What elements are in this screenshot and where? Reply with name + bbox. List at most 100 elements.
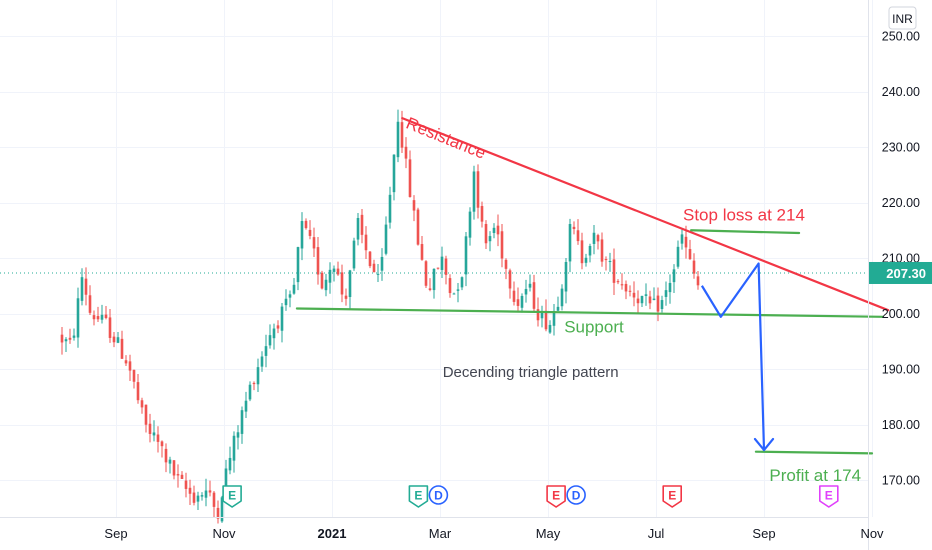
candle[interactable] bbox=[668, 274, 672, 304]
candle[interactable] bbox=[556, 296, 560, 311]
candle[interactable] bbox=[588, 243, 592, 263]
candle[interactable] bbox=[324, 273, 328, 297]
candle[interactable] bbox=[204, 478, 208, 507]
candle[interactable] bbox=[548, 320, 552, 334]
candle[interactable] bbox=[472, 165, 476, 220]
dividend-badge[interactable]: D bbox=[428, 485, 449, 505]
candle[interactable] bbox=[516, 287, 520, 311]
candle[interactable] bbox=[116, 331, 120, 344]
candle[interactable] bbox=[244, 391, 248, 419]
y-axis[interactable]: 170.00180.00190.00200.00210.00220.00230.… bbox=[869, 30, 932, 488]
candle[interactable] bbox=[268, 324, 272, 349]
candle[interactable] bbox=[432, 268, 436, 299]
candle[interactable] bbox=[632, 281, 636, 307]
candle[interactable] bbox=[576, 219, 580, 245]
candle[interactable] bbox=[220, 495, 224, 523]
candle[interactable] bbox=[480, 201, 484, 228]
candle[interactable] bbox=[492, 223, 496, 239]
candle[interactable] bbox=[196, 491, 200, 510]
candle[interactable] bbox=[192, 485, 196, 506]
candle[interactable] bbox=[352, 237, 356, 271]
candle[interactable] bbox=[424, 260, 428, 288]
support-line[interactable] bbox=[295, 307, 884, 318]
candle[interactable] bbox=[136, 374, 140, 404]
candle[interactable] bbox=[336, 261, 340, 276]
candle[interactable] bbox=[408, 150, 412, 198]
candle[interactable] bbox=[440, 246, 444, 278]
candle[interactable] bbox=[84, 267, 88, 306]
candle[interactable] bbox=[600, 232, 604, 267]
candle[interactable] bbox=[272, 323, 276, 350]
candle[interactable] bbox=[216, 500, 220, 524]
candle[interactable] bbox=[88, 285, 92, 315]
dividend-badge[interactable]: D bbox=[566, 485, 586, 505]
candle[interactable] bbox=[328, 262, 332, 294]
candle[interactable] bbox=[444, 255, 448, 285]
candle[interactable] bbox=[232, 431, 236, 473]
candle[interactable] bbox=[276, 320, 280, 334]
candle[interactable] bbox=[616, 279, 620, 285]
candle[interactable] bbox=[100, 304, 104, 324]
candle[interactable] bbox=[620, 273, 624, 290]
candle[interactable] bbox=[696, 271, 700, 290]
candle[interactable] bbox=[540, 305, 544, 328]
candle[interactable] bbox=[520, 293, 524, 313]
candle[interactable] bbox=[236, 425, 240, 450]
candle[interactable] bbox=[92, 310, 96, 326]
candle[interactable] bbox=[460, 276, 464, 291]
earnings-badge[interactable]: E bbox=[818, 485, 839, 508]
last-price-tag[interactable] bbox=[869, 261, 932, 284]
candle[interactable] bbox=[60, 326, 64, 355]
candle[interactable] bbox=[184, 472, 188, 498]
candle[interactable] bbox=[524, 279, 528, 303]
candle[interactable] bbox=[228, 446, 232, 475]
candle[interactable] bbox=[572, 221, 576, 235]
candle[interactable] bbox=[76, 287, 80, 348]
candle[interactable] bbox=[208, 480, 212, 497]
candle[interactable] bbox=[80, 268, 84, 306]
candle[interactable] bbox=[416, 207, 420, 246]
candle[interactable] bbox=[672, 264, 676, 294]
candle[interactable] bbox=[648, 290, 652, 310]
candle[interactable] bbox=[96, 306, 100, 323]
candle[interactable] bbox=[144, 404, 148, 433]
candle[interactable] bbox=[68, 328, 72, 344]
candle[interactable] bbox=[368, 251, 372, 269]
candle[interactable] bbox=[348, 269, 352, 310]
candle[interactable] bbox=[552, 303, 556, 336]
candle[interactable] bbox=[420, 235, 424, 261]
candle[interactable] bbox=[468, 207, 472, 246]
candle[interactable] bbox=[508, 268, 512, 299]
candle[interactable] bbox=[148, 413, 152, 443]
candle[interactable] bbox=[164, 443, 168, 473]
candle[interactable] bbox=[132, 369, 136, 389]
candle[interactable] bbox=[456, 283, 460, 303]
candle[interactable] bbox=[428, 278, 432, 292]
candle[interactable] bbox=[656, 287, 660, 322]
candle[interactable] bbox=[320, 270, 324, 290]
candle[interactable] bbox=[312, 227, 316, 257]
candle[interactable] bbox=[636, 290, 640, 314]
candle[interactable] bbox=[612, 248, 616, 296]
candle[interactable] bbox=[688, 239, 692, 260]
resistance-line[interactable] bbox=[401, 117, 890, 312]
candle[interactable] bbox=[292, 277, 296, 295]
candle[interactable] bbox=[300, 212, 304, 261]
earnings-badge[interactable]: E bbox=[546, 485, 566, 508]
candle[interactable] bbox=[452, 292, 456, 295]
candle[interactable] bbox=[104, 306, 108, 320]
candle[interactable] bbox=[484, 220, 488, 250]
candle[interactable] bbox=[664, 281, 668, 306]
candle[interactable] bbox=[660, 295, 664, 313]
candle[interactable] bbox=[248, 381, 252, 402]
candle[interactable] bbox=[692, 253, 696, 279]
candle[interactable] bbox=[256, 358, 260, 392]
candle[interactable] bbox=[564, 258, 568, 304]
candle[interactable] bbox=[592, 225, 596, 255]
candle[interactable] bbox=[476, 164, 480, 219]
candle[interactable] bbox=[500, 224, 504, 268]
candle[interactable] bbox=[200, 492, 204, 501]
candle[interactable] bbox=[180, 471, 184, 480]
candle[interactable] bbox=[284, 289, 288, 311]
